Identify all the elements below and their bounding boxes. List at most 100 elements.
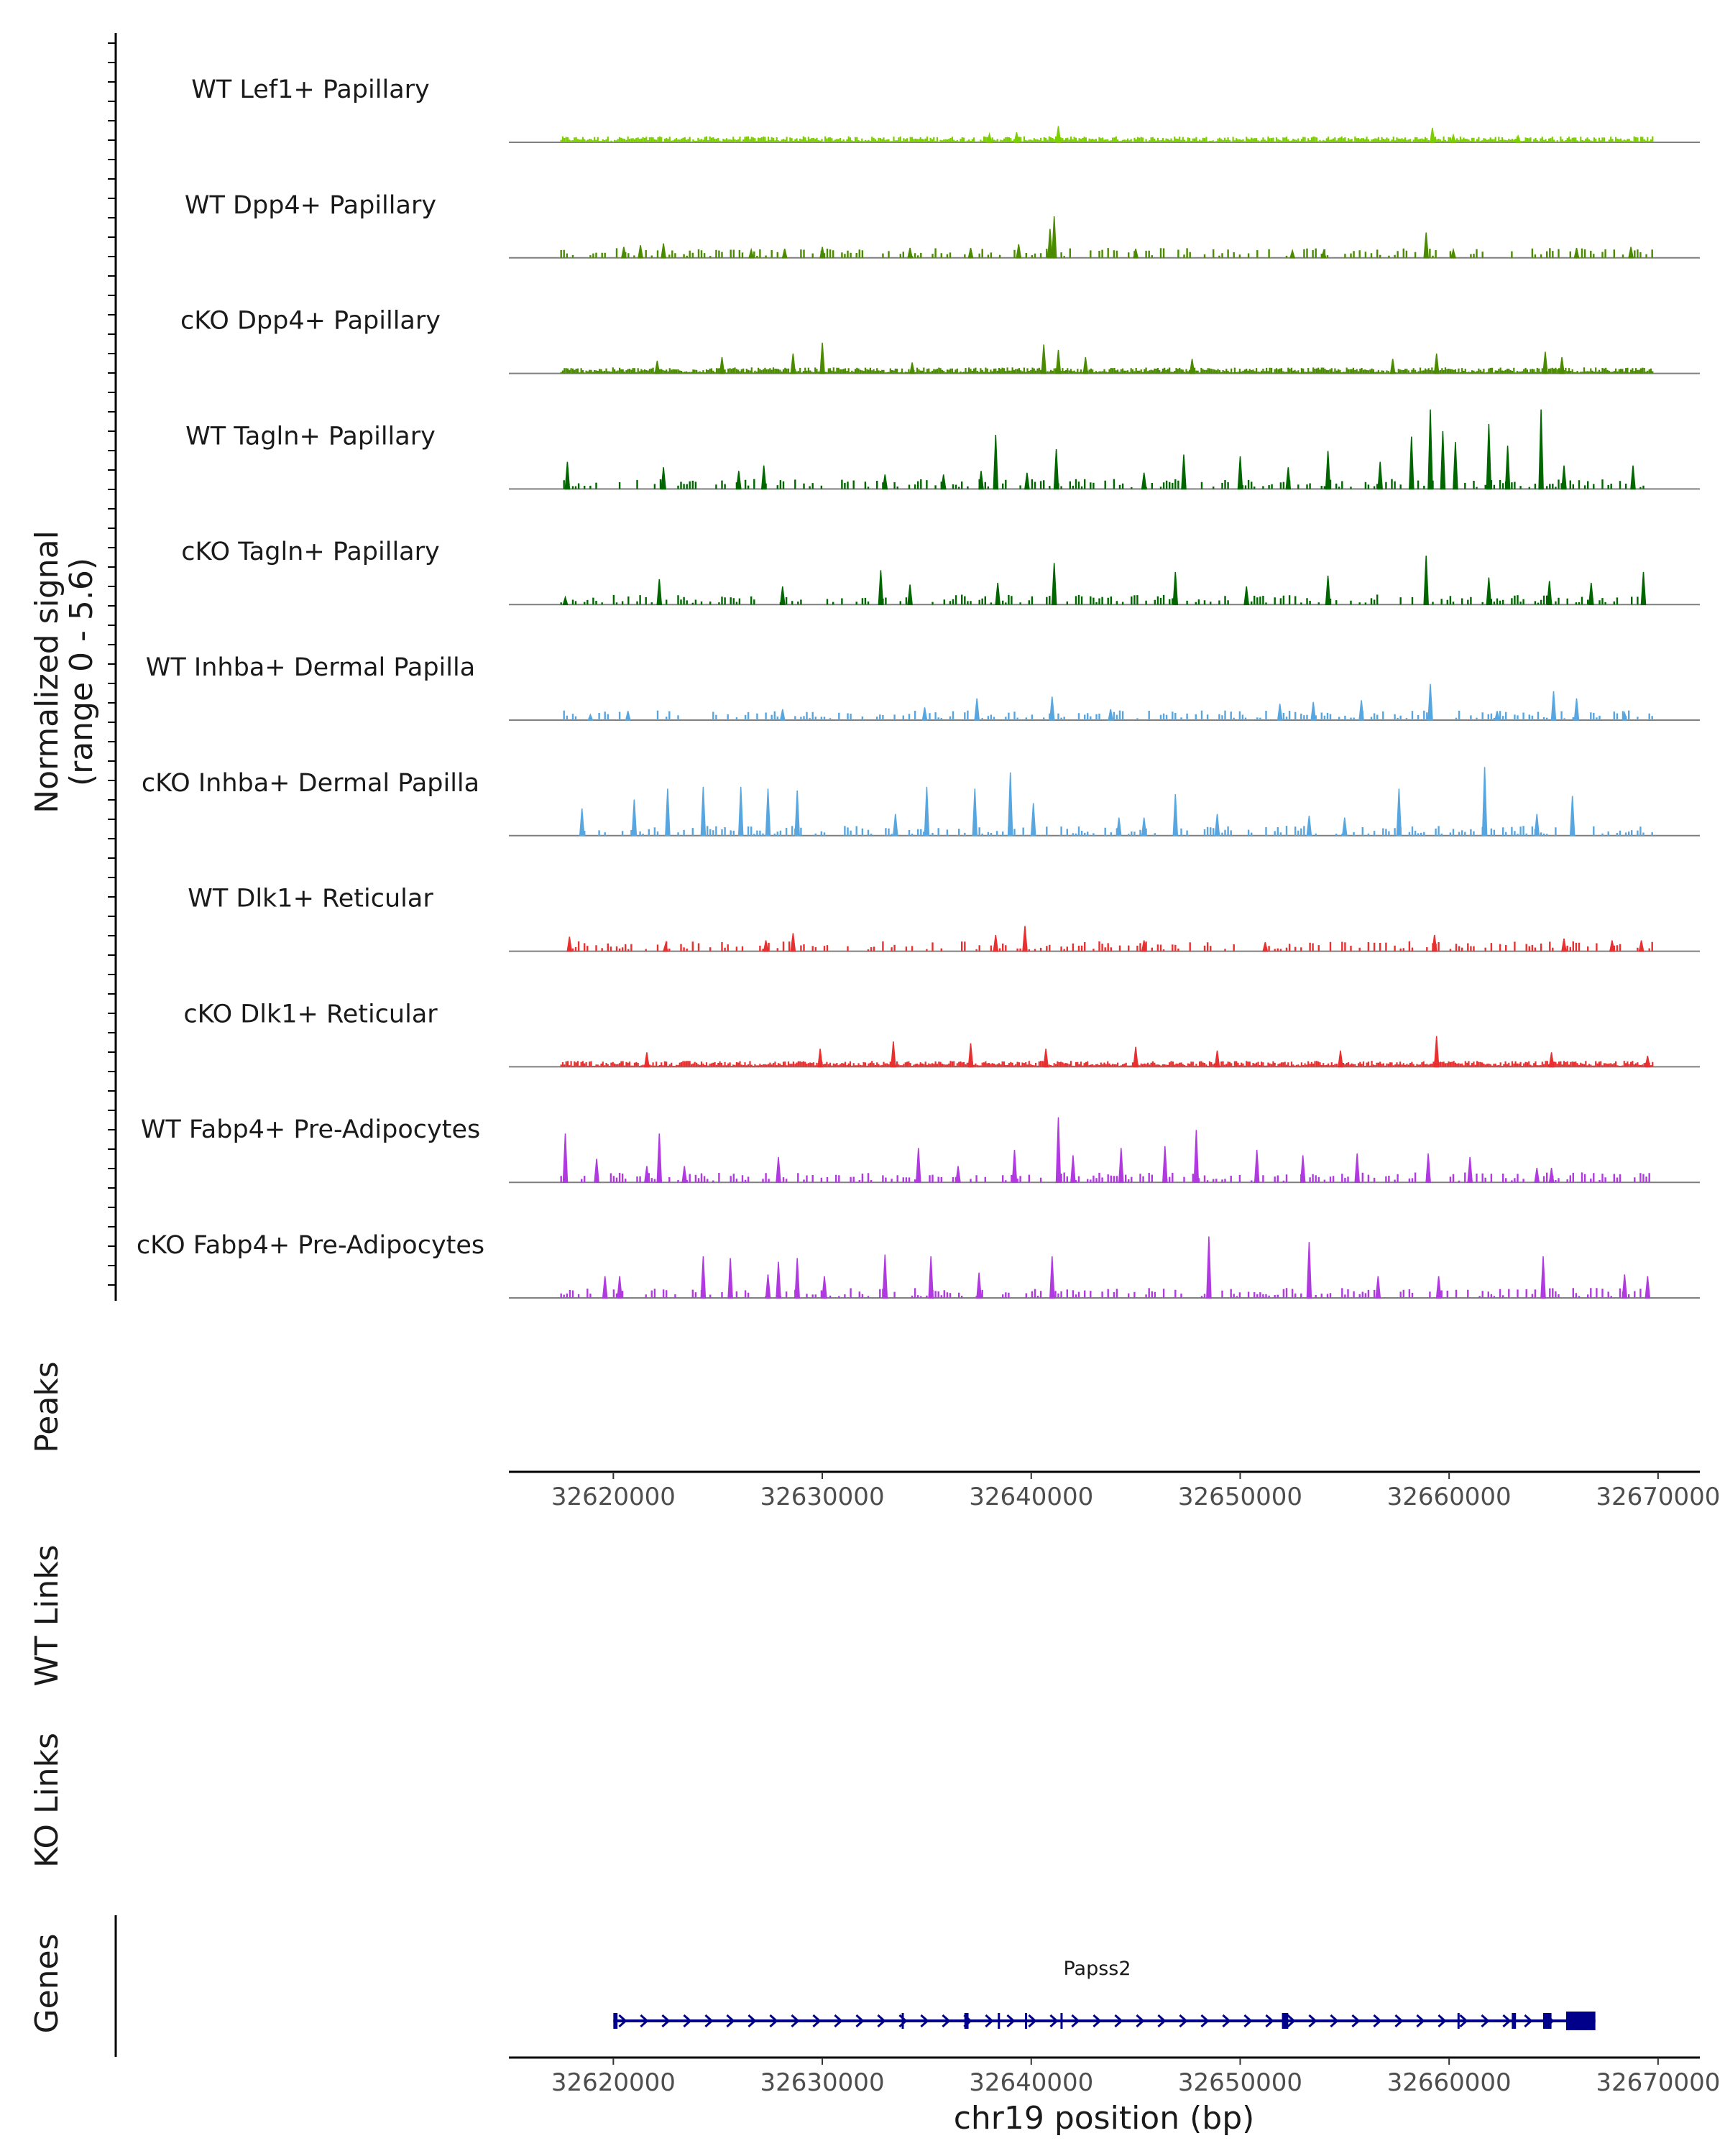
signal-peak [882,474,888,490]
gene-strand-arrows [618,2014,1555,2028]
signal-peak [638,245,643,259]
x-tick-label: 32630000 [760,2068,885,2097]
signal-peak [1450,247,1456,259]
signal-peak [974,698,980,721]
signal-peak [1638,940,1644,952]
track: WT Fabp4+ Pre-Adipocytes [141,1115,1700,1184]
signal-peak [727,1258,733,1299]
gene-exon [998,2013,1000,2029]
track-label: cKO Inhba+ Dermal Papilla [142,769,479,798]
signal-peak [1550,691,1557,721]
signal-peak [1433,1036,1440,1068]
signal-peak [1237,456,1243,490]
signal-peak [1022,926,1028,952]
signal-peak [617,1276,622,1299]
y-axis-title-line1: Normalized signal [29,530,65,814]
peaks-x-ticks: 32620000 32630000 32640000 32650000 32660000… [551,1472,1720,1511]
signal-peak [1540,1256,1546,1299]
signal-peak [1172,571,1179,605]
signal-peak [1193,1130,1200,1183]
track-label: cKO Dpp4+ Papillary [180,307,441,336]
signal-peak [976,1272,982,1299]
signal-peak [1206,1236,1212,1299]
signal-peak [1254,1149,1260,1183]
signal-peak [967,1043,974,1068]
signal-peak [1016,244,1022,259]
signal-peak [1409,436,1414,490]
signal-peak [1453,441,1458,490]
gene-name-label: Papss2 [1063,1958,1131,1980]
signal-peak [1433,353,1440,374]
signal-peak [1573,247,1580,259]
x-tick-label: 32620000 [551,1483,676,1511]
signal-peak [1051,563,1057,605]
signal-peak [822,1276,827,1299]
signal-peak [1214,814,1220,837]
signal-peak [1450,133,1457,143]
signal-peak [1030,803,1036,837]
track-noise [560,1288,1642,1298]
wt-links-panel-label: WT Links [29,1544,65,1686]
gene-exon [1282,2013,1289,2029]
signal-peak [1481,767,1488,837]
track: WT Lef1+ Papillary [191,75,1700,143]
x-tick-label: 32660000 [1387,1483,1512,1511]
signal-peak [1133,1046,1138,1068]
signal-peak [1310,701,1317,721]
x-tick-label: 32650000 [1178,1483,1302,1511]
signal-peak [562,1133,569,1183]
track: cKO Inhba+ Dermal Papilla [142,767,1700,837]
signal-peak [1214,1050,1220,1068]
signal-peak [978,471,984,490]
signal-peak [1486,423,1492,490]
signal-peak [1049,696,1055,721]
signal-peak [1440,430,1446,490]
signal-peak [776,1261,781,1299]
signal-peak [790,933,796,952]
signal-peak [1494,711,1500,721]
track-noise [560,136,1654,142]
track: WT Tagln+ Papillary [185,409,1700,490]
track-label: cKO Fabp4+ Pre-Adipocytes [137,1231,484,1260]
gene-annotations: Papss2 [613,1958,1596,2030]
signal-peak [654,360,661,374]
signal-peak [1435,1276,1442,1299]
signal-peak [1338,1050,1343,1068]
signal-peak [790,353,796,374]
signal-peak [819,342,825,374]
signal-peak [1425,1153,1431,1183]
track-noise [560,367,1654,374]
signal-peak [1133,249,1139,259]
signal-peak [921,707,928,721]
signal-peak [1262,941,1269,952]
signal-peak [1534,814,1540,837]
track: cKO Dlk1+ Reticular [183,1000,1700,1068]
signal-peak [700,1256,707,1299]
signal-peak [1070,1155,1076,1183]
track-label: cKO Dlk1+ Reticular [183,1000,438,1028]
signal-peak [878,570,884,605]
x-tick-label: 32660000 [1387,2068,1512,2097]
signal-peak [661,467,666,490]
signal-peak [661,243,666,259]
track-noise [560,1061,1654,1067]
signal-peak [940,474,947,490]
track-label: WT Dlk1+ Reticular [188,885,433,913]
signal-peak [993,434,999,490]
signal-peak [1320,249,1327,259]
signal-peak [1630,465,1636,490]
signal-peak [1181,454,1187,490]
signal-peak [665,788,671,837]
signal-peak [1055,126,1062,143]
signal-peak [1116,817,1122,837]
signal-peak [1141,472,1147,490]
genes-panel-label: Genes [29,1933,65,2033]
signal-peak [763,940,769,952]
track-noise [563,479,1644,489]
signal-peak [1354,1153,1361,1183]
signal-peak [1375,1276,1381,1299]
gene-exon [1025,2013,1028,2029]
signal-peak [644,1052,650,1068]
signal-peak [587,713,594,721]
signal-peak [891,1041,896,1068]
